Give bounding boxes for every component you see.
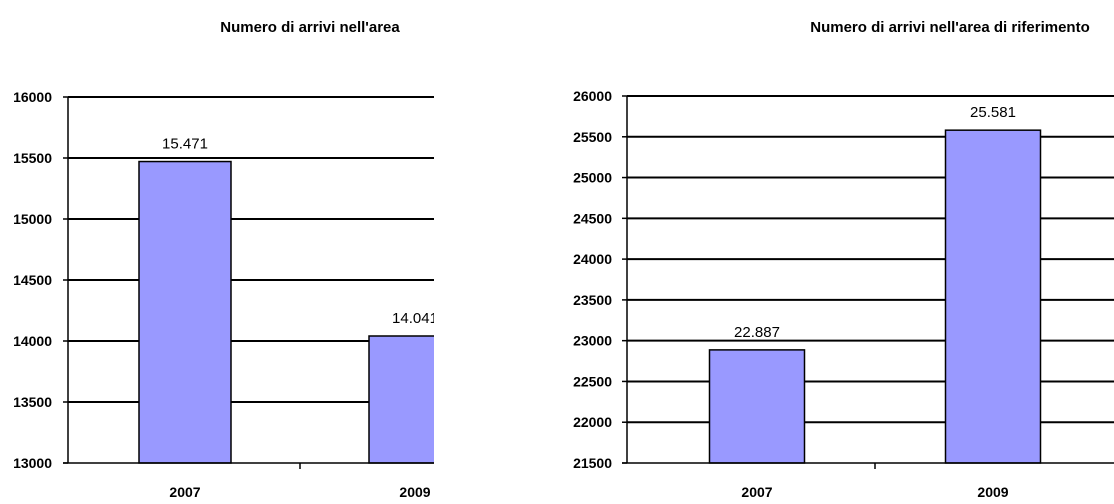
bars-group: 15.471 14.041	[138, 136, 438, 464]
bar-2007	[138, 160, 232, 464]
y-tick-label: 24500	[573, 210, 612, 226]
data-label: 14.041	[392, 310, 438, 327]
x-tick-label: 2009	[399, 484, 430, 500]
bars-group: 22.887 25.581	[708, 104, 1042, 464]
y-tick-label: 26000	[573, 88, 612, 104]
y-tick-label: 21500	[573, 455, 612, 471]
y-tick-label: 23500	[573, 292, 612, 308]
y-tick-label: 15500	[13, 150, 52, 166]
y-tick-label: 14500	[13, 272, 52, 288]
y-tick-label: 22500	[573, 373, 612, 389]
x-tick-label: 2009	[977, 484, 1008, 500]
chart-title: Numero di arrivi nell'area	[220, 19, 400, 36]
bar-2009	[944, 129, 1042, 464]
bar-2007	[708, 349, 806, 464]
y-tick-label: 14000	[13, 333, 52, 349]
x-tick-label: 2007	[741, 484, 772, 500]
y-tick-label: 22000	[573, 414, 612, 430]
y-tick-label: 15000	[13, 211, 52, 227]
y-tick-label: 16000	[13, 89, 52, 105]
y-tick-label: 13500	[13, 394, 52, 410]
x-tick-label: 2007	[169, 484, 200, 500]
y-tick-label: 25000	[573, 170, 612, 186]
data-label: 22.887	[734, 324, 780, 341]
chart-arrivi-area-riferimento: Numero di arrivi nell'area di riferiment…	[573, 19, 1114, 500]
data-label: 25.581	[970, 104, 1016, 121]
data-label: 15.471	[162, 136, 208, 153]
y-tick-label: 13000	[13, 455, 52, 471]
y-tick-label: 25500	[573, 129, 612, 145]
chart-title: Numero di arrivi nell'area di riferiment…	[810, 19, 1090, 36]
bar-2009	[368, 335, 434, 464]
y-tick-label: 23000	[573, 333, 612, 349]
chart-arrivi-area: Numero di arrivi nell'area 13000 13500 1400…	[13, 19, 438, 500]
y-tick-label: 24000	[573, 251, 612, 267]
